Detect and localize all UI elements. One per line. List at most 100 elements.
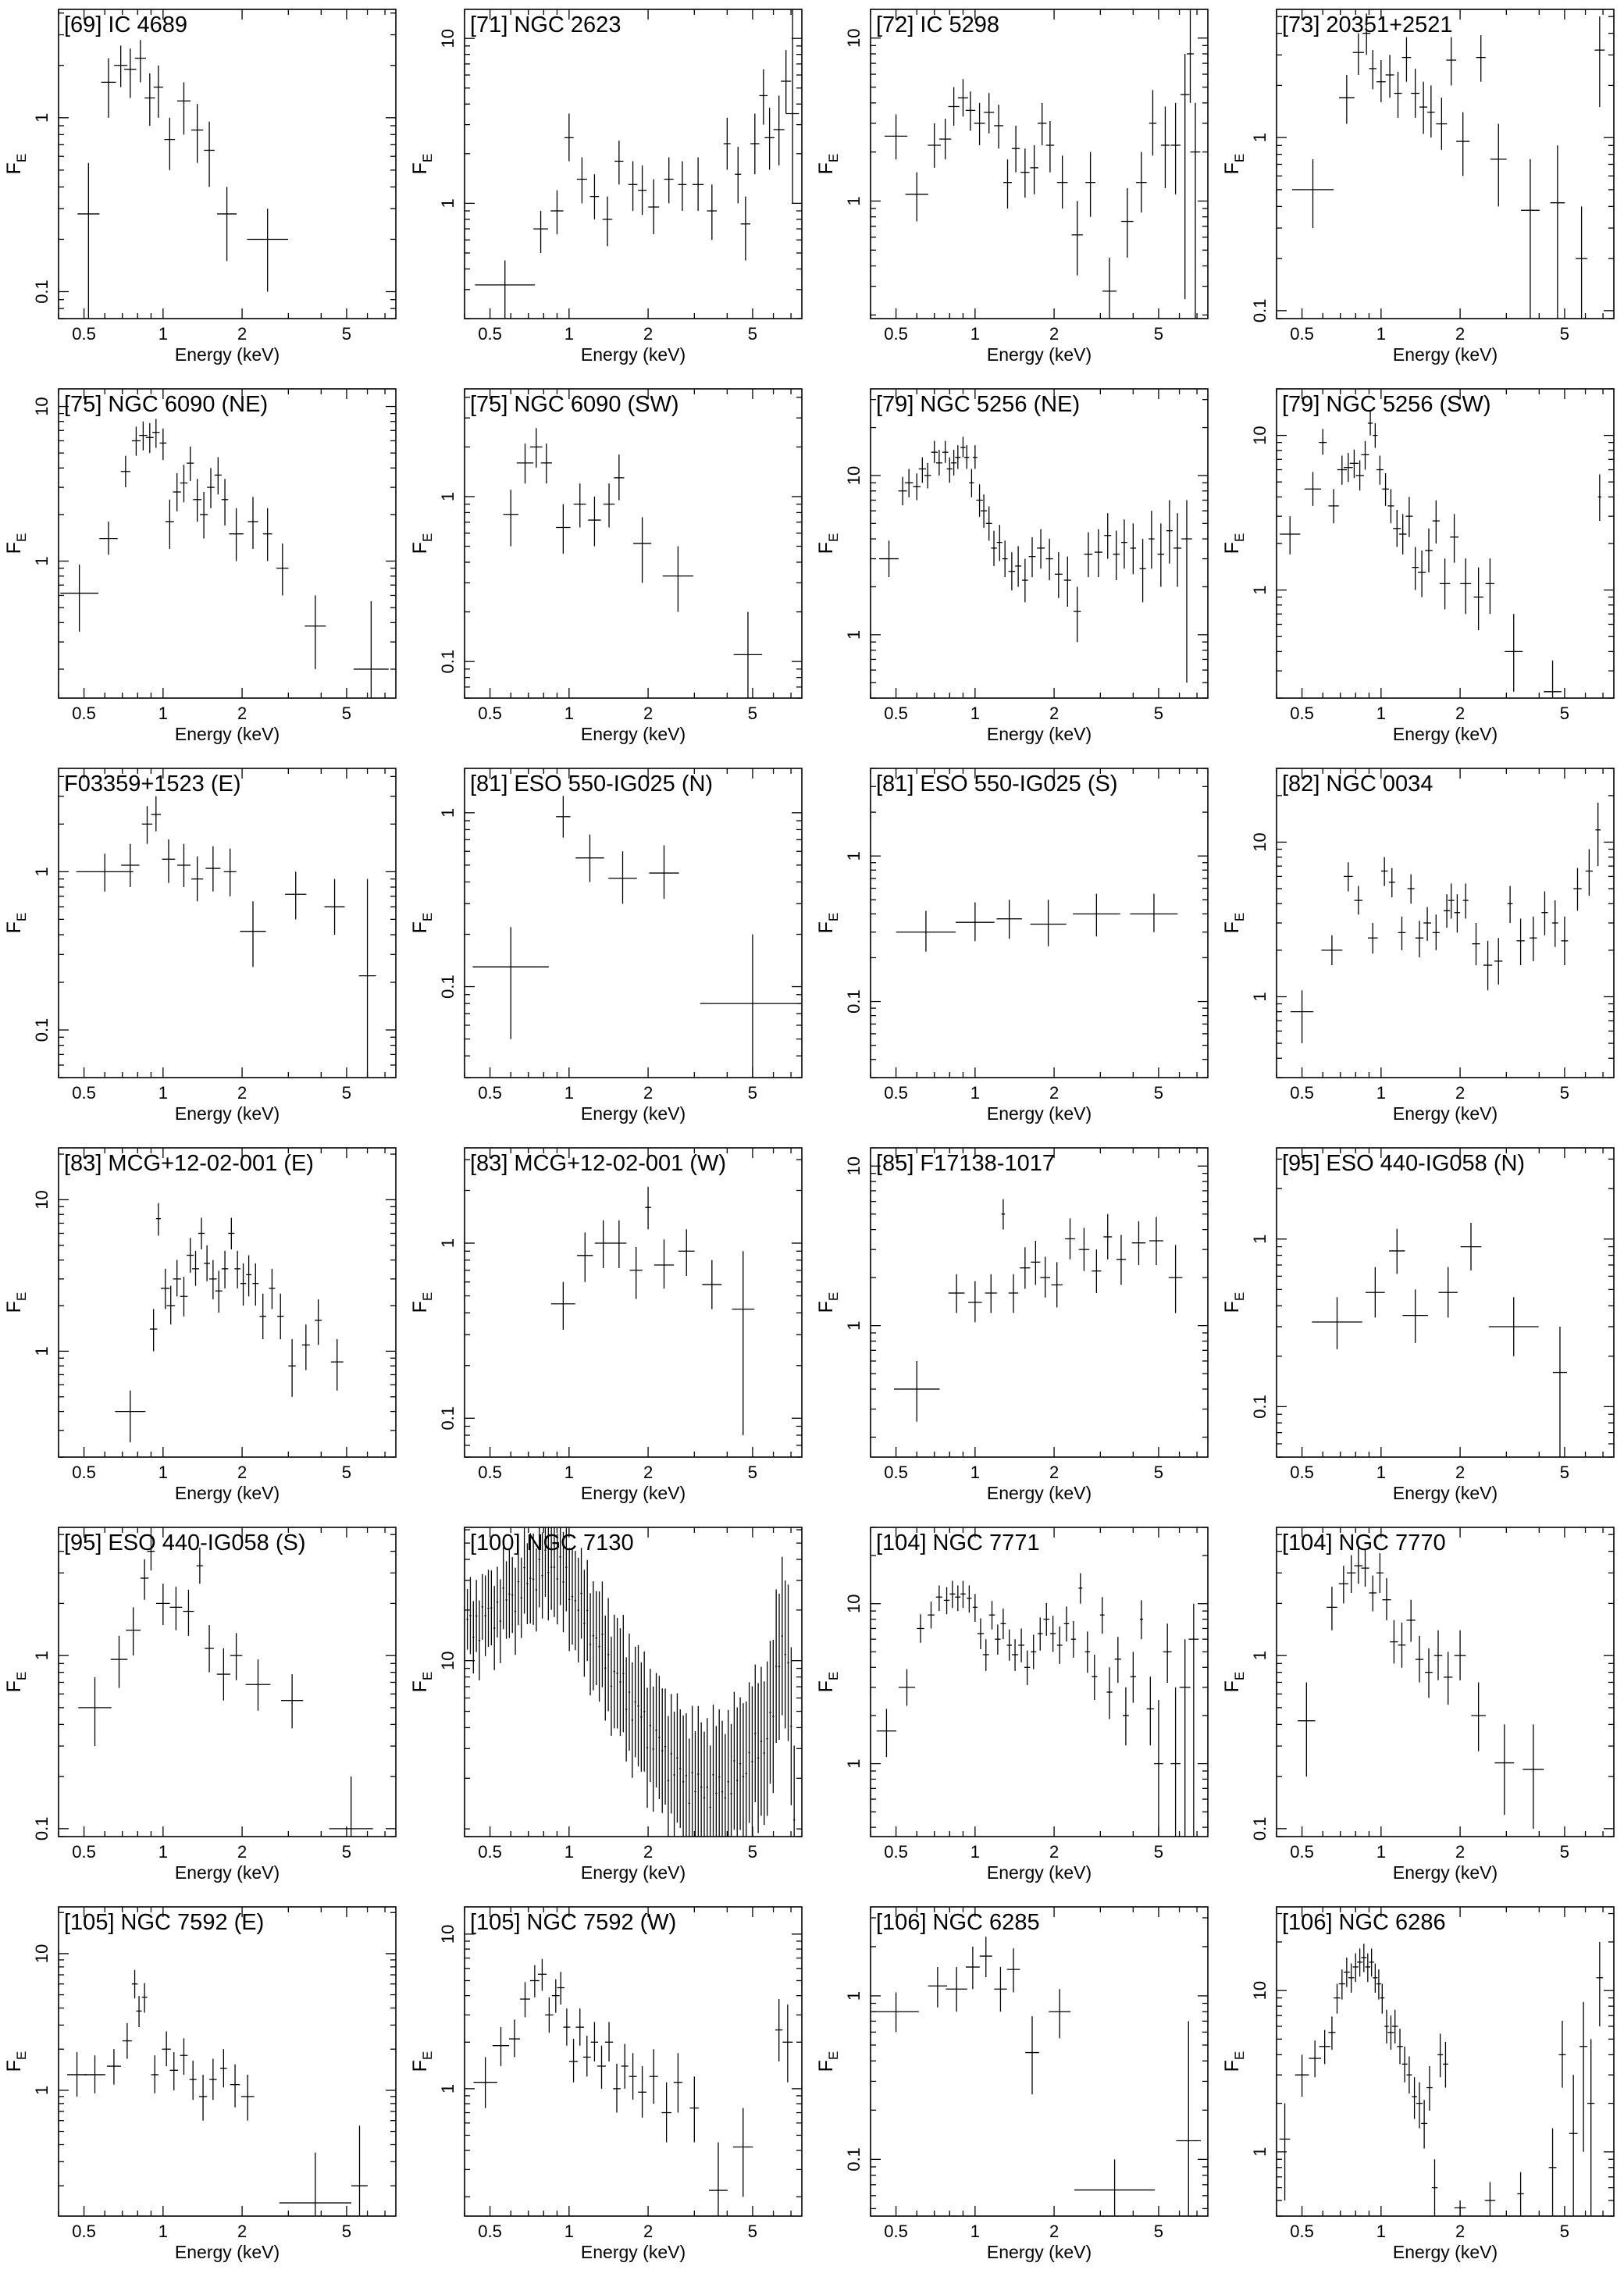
panel-title: [79] NGC 5256 (NE) — [876, 392, 1080, 417]
data-point — [114, 45, 128, 87]
spectrum-panel: 0.5 1 2 5 0.1 1 Energy (keV) FE [81] ESO 550-IG0… — [812, 759, 1218, 1138]
data-point — [280, 1674, 304, 1729]
y-axis-label: FE — [3, 533, 29, 554]
data-point — [173, 473, 181, 511]
data-point — [678, 1229, 695, 1276]
spectrum-plot: 0.5 1 2 5 1 10 Energy (keV) FE [105] NGC 7592 (E… — [3, 1906, 397, 2262]
data-point — [1541, 891, 1548, 935]
x-tick-label: 0.5 — [1290, 1842, 1314, 1862]
spectrum-plot: 0.5 1 2 5 1 10 Energy (keV) FE [104] NGC 7771 — [815, 1527, 1209, 1883]
data-point — [472, 927, 549, 1039]
spectrum-panel: 0.5 1 2 5 1 10 Energy (keV) FE [106] NGC 6286 — [1218, 1898, 1624, 2277]
data-point — [571, 1548, 574, 1645]
x-tick-label: 0.5 — [478, 1842, 502, 1862]
data-point — [700, 1722, 703, 1837]
data-point — [1149, 511, 1155, 569]
x-tick-label: 5 — [748, 704, 757, 723]
data-point — [968, 1281, 982, 1323]
data-point — [76, 853, 134, 892]
data-point — [1361, 440, 1369, 470]
data-point — [640, 1662, 643, 1772]
data-point — [904, 469, 914, 497]
data-point — [315, 1299, 322, 1345]
data-point — [697, 1705, 700, 1837]
data-point — [1427, 85, 1435, 138]
x-tick-label: 0.5 — [72, 324, 96, 344]
data-point — [351, 2126, 368, 2216]
data-point — [136, 1996, 142, 2027]
data-point — [1063, 1606, 1070, 1642]
data-point — [1376, 60, 1386, 102]
data-series — [60, 419, 389, 698]
data-point — [1476, 35, 1486, 82]
data-point — [628, 1634, 631, 1751]
x-tick-label: 0.5 — [884, 1083, 908, 1103]
data-point — [667, 1716, 670, 1837]
spectrum-panel: 0.5 1 2 5 1 10 Energy (keV) FE [72] IC 5298 — [812, 0, 1218, 380]
data-point — [781, 50, 792, 114]
data-point — [466, 1589, 468, 1650]
data-point — [955, 445, 961, 469]
data-point — [490, 1570, 493, 1646]
data-point — [614, 454, 625, 501]
y-tick-label: 10 — [844, 1594, 864, 1612]
data-point — [1071, 201, 1083, 276]
data-point — [604, 2022, 614, 2061]
data-point — [928, 1602, 935, 1629]
data-point — [1085, 151, 1095, 217]
data-point — [625, 1657, 628, 1762]
y-tick-label: 1 — [438, 1238, 458, 1248]
data-point — [1018, 1628, 1024, 1662]
y-tick-label: 10 — [438, 1651, 458, 1669]
spectrum-plot: 0.5 1 2 5 0.1 1 Energy (keV) FE [95] ESO 440-IG0… — [1221, 1147, 1615, 1503]
data-point — [1448, 883, 1455, 919]
x-tick-label: 2 — [1455, 1463, 1465, 1482]
data-point — [1084, 1631, 1091, 1673]
data-point — [1295, 2054, 1309, 2097]
data-point — [1290, 990, 1314, 1044]
data-point — [141, 1983, 148, 2013]
data-point — [204, 1245, 211, 1281]
data-point — [503, 490, 518, 547]
data-point — [575, 2008, 585, 2046]
data-point — [988, 1601, 995, 1630]
data-point — [951, 450, 957, 476]
x-tick-label: 2 — [1049, 1842, 1059, 1862]
data-point — [124, 48, 137, 98]
x-tick-label: 2 — [643, 704, 653, 723]
data-point — [1357, 1948, 1363, 1977]
x-axis-label: Energy (keV) — [987, 1862, 1092, 1883]
y-axis-label: FE — [815, 154, 841, 175]
data-point — [568, 2039, 579, 2083]
x-tick-label: 0.5 — [884, 1842, 908, 1862]
data-point — [1485, 558, 1495, 615]
data-point — [1037, 1617, 1043, 1651]
data-point — [673, 1712, 675, 1837]
spectrum-panel: 0.5 1 2 5 0.1 1 Energy (keV) FE [73] 20351+2521 — [1218, 0, 1624, 380]
data-point — [559, 1527, 561, 1605]
data-point — [1104, 513, 1112, 559]
data-point — [216, 1648, 230, 1701]
data-point — [1517, 2172, 1524, 2216]
data-point — [781, 1556, 784, 1716]
y-tick-label: 0.1 — [438, 1406, 458, 1431]
panel-title: [81] ESO 550-IG025 (S) — [876, 771, 1117, 796]
data-point — [1415, 1635, 1424, 1683]
data-point — [778, 1593, 781, 1741]
data-point — [658, 1676, 661, 1800]
data-series — [76, 796, 376, 1078]
data-point — [230, 2064, 240, 2108]
data-point — [550, 190, 564, 234]
spectrum-panel: 0.5 1 2 5 1 10 Energy (keV) FE [104] NGC 7771 — [812, 1518, 1218, 1898]
data-point — [151, 796, 162, 832]
data-point — [564, 113, 574, 162]
x-axis-label: Energy (keV) — [987, 2242, 1092, 2262]
data-point — [496, 1566, 499, 1638]
x-tick-label: 1 — [1376, 1842, 1386, 1862]
data-point — [1092, 1249, 1102, 1293]
spectrum-panel: 0.5 1 2 5 0.1 1 Energy (keV) FE [106] NGC 6285 — [812, 1898, 1218, 2277]
data-point — [526, 1543, 529, 1625]
spectrum-panel: 0.5 1 2 5 0.1 1 Energy (keV) FE [75] NGC 6090 (S… — [406, 380, 812, 759]
data-point — [994, 105, 1004, 149]
data-point — [1102, 257, 1116, 319]
